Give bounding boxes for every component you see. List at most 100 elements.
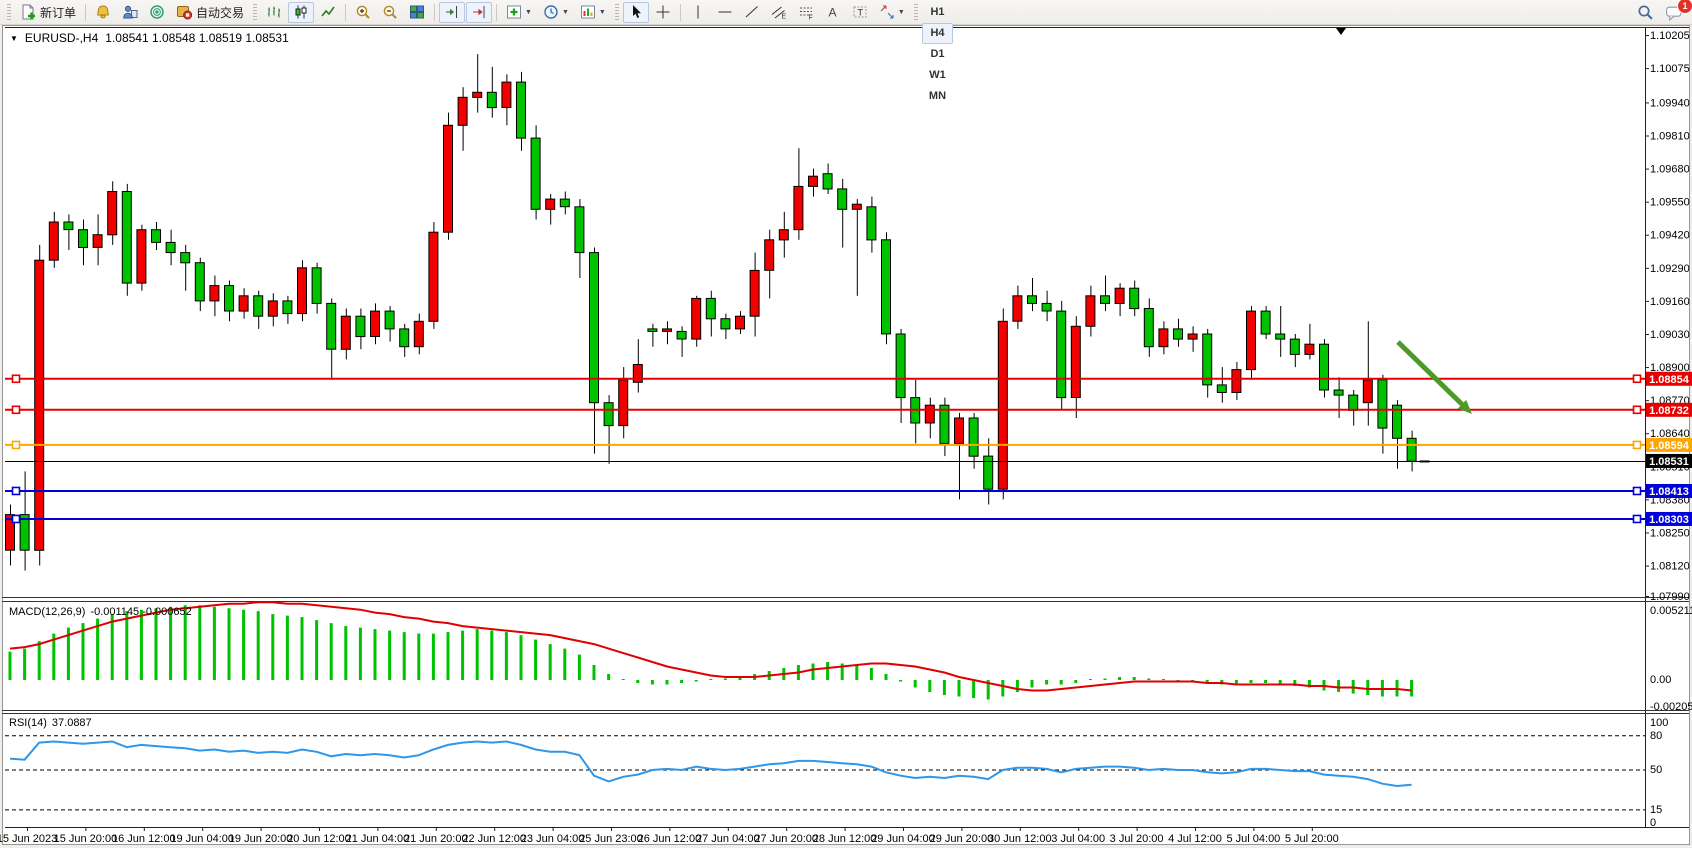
candle [516, 71, 526, 151]
macd-scale-label: 0.00 [1650, 674, 1671, 686]
svg-text:E: E [781, 14, 786, 21]
fibonacci-F-icon: F [798, 4, 814, 20]
candle [895, 328, 906, 423]
market-person-button[interactable] [117, 2, 143, 23]
quick-trade-dropdown-icon[interactable]: ▼ [10, 33, 18, 43]
hline-1.08732[interactable]: 1.08732 [5, 402, 1692, 417]
price-axis-label: 1.10075 [1650, 63, 1690, 75]
rsi-value: 37.0887 [51, 717, 92, 729]
hline-1.08594[interactable]: 1.08594 [5, 437, 1692, 452]
candle [1187, 326, 1198, 352]
hline-handle[interactable] [11, 440, 21, 450]
timeframe-button-H4[interactable]: H4 [921, 22, 954, 44]
indicators-icon [506, 4, 522, 20]
cursor-button[interactable] [622, 1, 649, 23]
hline-handle[interactable] [11, 405, 21, 415]
radar-button[interactable] [144, 2, 170, 23]
time-axis-label: 3 Jul 04:00 [1051, 833, 1105, 845]
chart-shift-icon [444, 4, 460, 20]
candle [1304, 323, 1315, 360]
symbol-period-label: EURUSD-,H4 [24, 31, 99, 45]
crosshair-button[interactable] [650, 2, 676, 23]
timeframe-button-MN[interactable]: MN [928, 90, 947, 102]
candle [1085, 285, 1096, 337]
candle [662, 321, 672, 345]
arrows-icon [879, 4, 895, 20]
candle [1362, 321, 1373, 426]
chart-shift-button[interactable] [439, 1, 466, 23]
candle [968, 412, 979, 469]
candle [311, 262, 322, 314]
candle [1377, 374, 1388, 454]
chat-button[interactable]: 1 [1660, 0, 1692, 23]
hline-handle[interactable] [1632, 486, 1642, 496]
time-axis-label: 16 Jun 12:00 [112, 833, 176, 845]
toolbar-separator [434, 3, 436, 21]
chevron-down-icon: ▼ [561, 8, 569, 16]
toolbar-grip[interactable] [253, 3, 258, 21]
chart-autoscroll-button[interactable] [466, 1, 493, 23]
search-button[interactable] [1632, 2, 1659, 23]
fibonacci-button[interactable]: F [793, 2, 819, 23]
indicators-button[interactable]: ▼ [501, 2, 537, 23]
timeframe-button-H1[interactable]: H1 [930, 6, 945, 18]
chevron-down-icon: ▼ [897, 8, 905, 16]
zoom-in-button[interactable] [350, 2, 376, 23]
search-icon [1637, 4, 1654, 21]
text-button[interactable]: A [820, 2, 846, 23]
trend-arrow-head[interactable] [1457, 399, 1472, 414]
bell-button[interactable] [90, 2, 116, 23]
hline-1.08413[interactable]: 1.08413 [5, 483, 1692, 498]
time-axis-label: 3 Jul 20:00 [1110, 833, 1164, 845]
hline-1.08854[interactable]: 1.08854 [5, 371, 1692, 386]
periods-clock-icon [543, 4, 559, 20]
candlestick-chart-button[interactable] [288, 1, 315, 23]
hline-handle[interactable] [11, 514, 21, 524]
hline-handle[interactable] [1632, 440, 1642, 450]
line-chart-icon [320, 4, 336, 20]
zoom-out-button[interactable] [377, 2, 403, 23]
candle [326, 298, 337, 380]
toolbar-grip[interactable] [913, 3, 918, 21]
toolbar-separator [345, 3, 347, 21]
horizontal-line-button[interactable] [712, 2, 738, 23]
candle [34, 244, 45, 566]
text-label-button[interactable]: T [847, 2, 873, 23]
autotrade-button[interactable]: 自动交易 [171, 2, 249, 23]
candle [530, 125, 541, 220]
periods-button[interactable]: ▼ [538, 2, 574, 23]
candle [78, 219, 88, 266]
trend-arrow[interactable] [1396, 340, 1464, 407]
toolbar-grip[interactable] [7, 3, 11, 21]
channel-button[interactable]: E [766, 2, 792, 23]
toolbar-separator [85, 3, 87, 21]
timeframe-button-D1[interactable]: D1 [930, 48, 945, 60]
macd-pane: 0.005211 0.00 -0.00205 [8, 601, 1692, 713]
bar-chart-button[interactable] [261, 2, 287, 23]
chart-shift-marker[interactable] [1336, 28, 1346, 35]
text-A-icon: A [825, 4, 841, 20]
hline-handle[interactable] [1632, 374, 1642, 384]
new-order-button[interactable]: 新订单 [15, 2, 81, 23]
tile-windows-button[interactable] [404, 2, 430, 23]
toolbar-grip[interactable] [614, 3, 619, 21]
vertical-line-button[interactable] [685, 2, 711, 23]
candle [1027, 278, 1037, 312]
timeframe-button-W1[interactable]: W1 [929, 69, 946, 81]
templates-button[interactable]: ▼ [575, 2, 611, 23]
candle [63, 214, 74, 250]
hline-1.08303[interactable]: 1.08303 [5, 511, 1692, 526]
candle [647, 323, 658, 347]
arrows-button[interactable]: ▼ [874, 2, 910, 23]
hline-handle[interactable] [1632, 405, 1642, 415]
hline-handle[interactable] [11, 486, 21, 496]
candle [1070, 316, 1081, 418]
trendline-button[interactable] [739, 2, 765, 23]
hline-handle[interactable] [11, 374, 21, 384]
candle [1129, 280, 1140, 317]
hline-handle[interactable] [1632, 514, 1642, 524]
line-chart-button[interactable] [315, 2, 341, 23]
hline-price-tag [1646, 437, 1692, 452]
